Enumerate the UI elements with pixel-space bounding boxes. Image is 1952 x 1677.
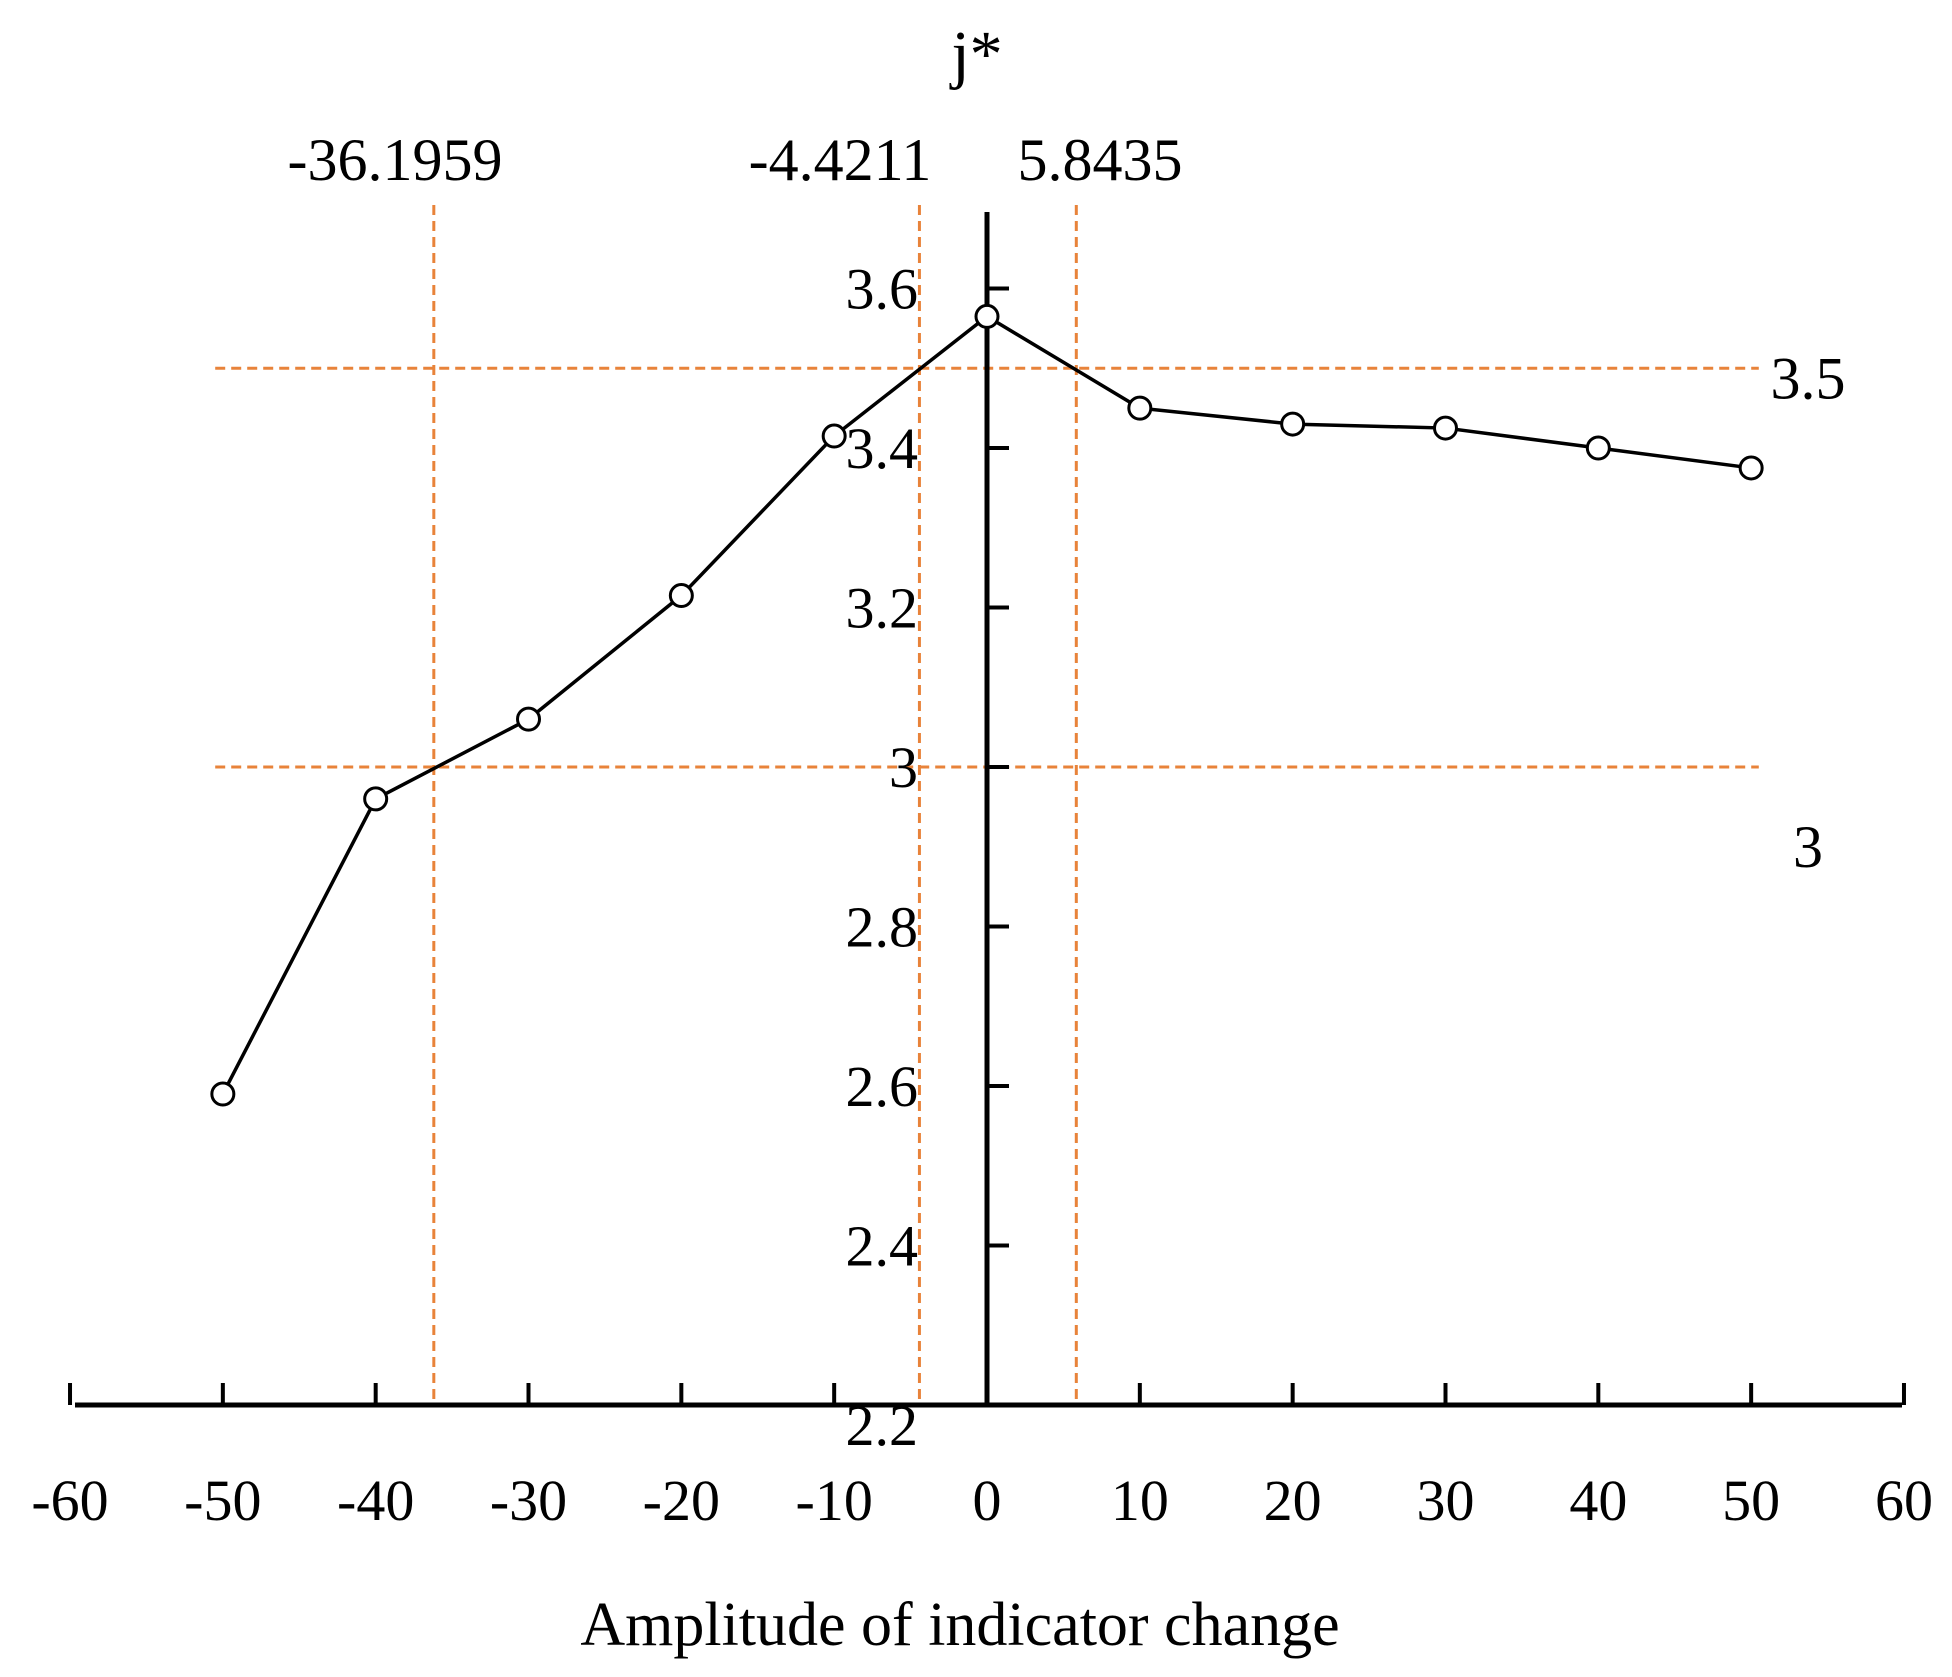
series — [210, 303, 1764, 1107]
axes — [75, 212, 1902, 1408]
data-point — [210, 1081, 236, 1107]
data-point — [974, 303, 1000, 329]
y-tick-label: 3 — [889, 735, 918, 800]
reference-label-v-2: 5.8435 — [1018, 127, 1183, 193]
x-tick-label: 10 — [1111, 1468, 1169, 1533]
x-tick-label: 30 — [1416, 1468, 1474, 1533]
x-tick-label: -40 — [337, 1468, 414, 1533]
data-point — [668, 583, 694, 609]
reference-label-v-1: -4.4211 — [749, 127, 932, 193]
y-tick-label: 2.6 — [846, 1054, 919, 1119]
x-tick-label: -60 — [31, 1468, 108, 1533]
y-tick-label: 3.6 — [846, 257, 919, 322]
data-point — [1127, 395, 1153, 421]
y-tick-label: 2.2 — [846, 1393, 919, 1458]
y-ticks: 2.2 2.4 2.6 2.8 3 3.2 3.4 3.6 — [846, 257, 1009, 1458]
x-tick-label: 40 — [1569, 1468, 1627, 1533]
reference-label-h-3: 3 — [1793, 814, 1823, 880]
reference-lines: 3.5 3 -36.1959 -4.4211 5.8435 — [215, 127, 1846, 1405]
y-tick-label: 2.8 — [846, 895, 919, 960]
y-tick-label: 3.4 — [846, 416, 919, 481]
x-tick-label: 0 — [973, 1468, 1002, 1533]
x-tick-label: -20 — [643, 1468, 720, 1533]
y-tick-label: 3.2 — [846, 576, 919, 641]
x-tick-label: 60 — [1875, 1468, 1933, 1533]
data-point — [1585, 435, 1611, 461]
y-axis-title: j* — [949, 18, 1002, 91]
reference-label-h-3-5: 3.5 — [1771, 345, 1846, 411]
data-point — [821, 423, 847, 449]
x-tick-label: 50 — [1722, 1468, 1780, 1533]
x-tick-label: -50 — [184, 1468, 261, 1533]
data-point — [1432, 415, 1458, 441]
x-tick-label: -10 — [796, 1468, 873, 1533]
x-tick-label: 20 — [1264, 1468, 1322, 1533]
y-tick-label: 2.4 — [846, 1214, 919, 1279]
x-ticks: -60 -50 -40 -30 -20 -10 0 10 20 30 40 50 60 — [31, 1383, 1933, 1533]
x-tick-label: -30 — [490, 1468, 567, 1533]
x-axis-title: Amplitude of indicator change — [580, 1591, 1339, 1659]
data-point — [516, 706, 542, 732]
data-point — [1738, 455, 1764, 481]
reference-label-v-0: -36.1959 — [288, 127, 503, 193]
data-point — [1280, 411, 1306, 437]
data-point — [363, 786, 389, 812]
